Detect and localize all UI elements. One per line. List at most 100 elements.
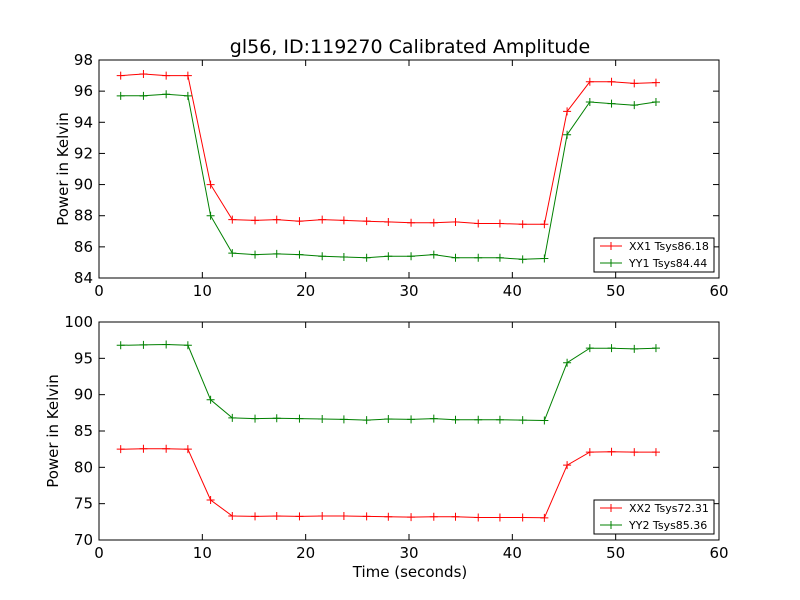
top-series-1-point	[407, 252, 416, 261]
bottom-x-tick-label: 20	[296, 544, 315, 562]
bottom-x-tick-label: 0	[94, 544, 104, 562]
top-series-0-point	[451, 217, 460, 226]
bottom-series-0-point	[451, 512, 460, 521]
bottom-legend-label-xx2: XX2 Tsys72.31	[629, 502, 709, 515]
bottom-series-1-point	[116, 341, 125, 350]
top-series-0-point	[228, 215, 237, 224]
bottom-legend-label-yy2: YY2 Tsys85.36	[628, 519, 707, 532]
bottom-series-1-point	[540, 416, 549, 425]
bottom-series-0-point	[630, 448, 639, 457]
bottom-legend-box	[593, 499, 715, 535]
bottom-series-1-point	[651, 344, 660, 353]
bottom-series-1-point	[563, 358, 572, 367]
bottom-series-1-point	[451, 415, 460, 424]
top-legend: XX1 Tsys86.18 YY1 Tsys84.44	[593, 237, 715, 273]
top-series-0-point	[295, 217, 304, 226]
top-series-1-point	[183, 91, 192, 100]
bottom-y-tick-label: 80	[74, 458, 93, 476]
top-series-1-point	[162, 90, 171, 99]
bottom-series-0-point	[206, 496, 215, 505]
bottom-series-0-point	[228, 512, 237, 521]
top-series-1-point	[495, 253, 504, 262]
top-y-tick-label: 88	[74, 207, 93, 225]
bottom-series-0-point	[540, 513, 549, 522]
bottom-series-0-point	[585, 448, 594, 457]
bottom-x-axis-label: Time (seconds)	[352, 563, 468, 581]
bottom-legend: XX2 Tsys72.31 YY2 Tsys85.36	[593, 499, 715, 535]
top-series-0-point	[116, 71, 125, 80]
top-series-1-point	[540, 254, 549, 263]
bottom-series-0-point	[474, 513, 483, 522]
top-series-0-point	[318, 215, 327, 224]
top-series-0-point	[339, 216, 348, 225]
bottom-y-tick-label: 75	[74, 495, 93, 513]
bottom-series-1-point	[162, 340, 171, 349]
top-series-0-point	[540, 220, 549, 229]
bottom-x-tick-label: 30	[399, 544, 418, 562]
bottom-series-0-point	[116, 445, 125, 454]
bottom-series-1-point	[228, 413, 237, 422]
bottom-series-0-point	[162, 444, 171, 453]
top-subplot: 0 10 20 30 40 50 60 84 86 88 90 92 94 96 98 Power in K…	[54, 51, 729, 300]
top-series-0-point	[495, 219, 504, 228]
top-series-0-point	[607, 77, 616, 86]
bottom-series-1-point	[206, 395, 215, 404]
bottom-series-0-point	[362, 512, 371, 521]
bottom-series-1-point	[384, 415, 393, 424]
bottom-series-1-point	[318, 415, 327, 424]
top-series-1-point	[318, 252, 327, 261]
bottom-x-tick-label: 60	[709, 544, 728, 562]
top-series-0-point	[272, 215, 281, 224]
bottom-series-1-point	[139, 340, 148, 349]
top-series-group	[116, 70, 660, 264]
bottom-series-0-point	[139, 444, 148, 453]
top-y-tick-label: 98	[74, 51, 93, 69]
top-series-0-point	[407, 218, 416, 227]
bottom-series-0-point	[183, 445, 192, 454]
top-series-0-point	[429, 218, 438, 227]
bottom-series-1-point	[272, 414, 281, 423]
top-legend-label-yy1: YY1 Tsys84.44	[628, 257, 707, 270]
bottom-series-1-point	[251, 414, 260, 423]
bottom-series-0-point	[251, 512, 260, 521]
top-series-1-point	[206, 211, 215, 220]
top-series-0-point	[162, 71, 171, 80]
top-legend-marker-xx1	[607, 242, 615, 250]
bottom-series-1-point	[518, 416, 527, 425]
top-y-tick-label: 84	[74, 269, 93, 287]
bottom-series-0-point	[272, 512, 281, 521]
bottom-subplot: 0 10 20 30 40 50 60 70 75 80 85 90 95 100 Power in Ke…	[44, 313, 729, 581]
bottom-x-tick-label: 10	[193, 544, 212, 562]
top-series-1-point	[295, 250, 304, 259]
top-x-tick-label: 20	[296, 282, 315, 300]
bottom-series-1-point	[407, 415, 416, 424]
top-series-0-point	[384, 217, 393, 226]
top-series-1-point	[651, 98, 660, 107]
top-series-0-point	[139, 70, 148, 79]
bottom-series-0-point	[607, 447, 616, 456]
top-legend-marker-yy1	[607, 259, 615, 267]
bottom-series-1-point	[295, 414, 304, 423]
bottom-series-1-point	[585, 344, 594, 353]
top-series-1-point	[630, 101, 639, 110]
top-series-1-point	[116, 91, 125, 100]
bottom-series-1-point	[429, 414, 438, 423]
bottom-series-1-point	[183, 341, 192, 350]
bottom-series-1-point	[495, 415, 504, 424]
bottom-series-0-point	[339, 512, 348, 521]
top-series-1-point	[451, 253, 460, 262]
bottom-series-group	[116, 340, 660, 522]
bottom-series-1-point	[607, 344, 616, 353]
top-y-tick-label: 92	[74, 144, 93, 162]
bottom-series-0-point	[563, 461, 572, 470]
top-y-axis-label: Power in Kelvin	[54, 112, 72, 226]
bottom-series-0-point	[429, 512, 438, 521]
top-series-0-point	[206, 180, 215, 189]
bottom-legend-marker-yy2	[607, 521, 615, 529]
top-x-tick-label: 0	[94, 282, 104, 300]
bottom-y-tick-label: 85	[74, 422, 93, 440]
bottom-x-tick-label: 40	[503, 544, 522, 562]
top-x-tick-label: 30	[399, 282, 418, 300]
bottom-y-tick-label: 95	[74, 349, 93, 367]
bottom-series-1-point	[362, 416, 371, 425]
